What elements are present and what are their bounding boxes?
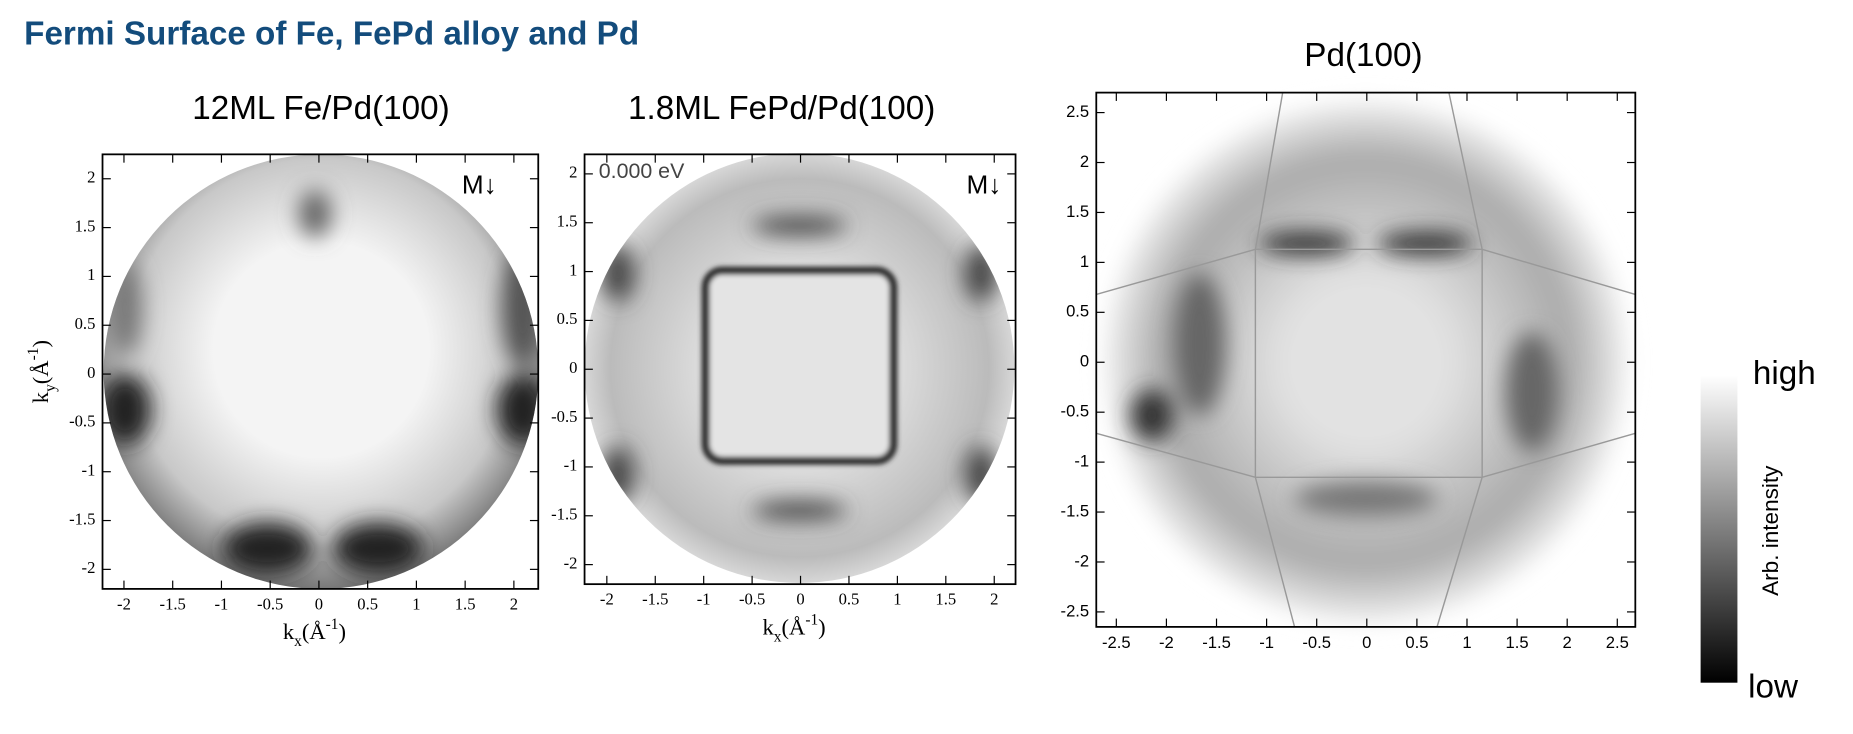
y-tick-label: 1 bbox=[569, 260, 577, 279]
y-tick-label: 1 bbox=[1080, 252, 1089, 271]
y-tick-label: -1 bbox=[82, 461, 96, 480]
y-tick-label: 2 bbox=[87, 168, 95, 187]
fermi-map-fe bbox=[103, 154, 539, 589]
y-tick-label: 0.5 bbox=[557, 309, 578, 328]
y-tick-label: -1.5 bbox=[551, 505, 577, 524]
x-axis-label-part: (Å bbox=[302, 619, 327, 644]
y-axis-label-part: k bbox=[28, 391, 53, 403]
x-axis-label-part: (Å bbox=[782, 614, 807, 639]
x-axis-label-part: x bbox=[294, 633, 302, 650]
x-tick-label: -0.5 bbox=[739, 590, 765, 609]
y-tick-label: -1 bbox=[1074, 452, 1089, 471]
x-tick-label: 1.5 bbox=[1506, 633, 1529, 652]
y-tick-label: -1 bbox=[564, 456, 578, 475]
y-tick-label: 0 bbox=[87, 363, 95, 382]
x-tick-label: -2 bbox=[117, 594, 131, 613]
x-axis-label-part: -1 bbox=[805, 611, 818, 628]
panel-title: Pd(100) bbox=[1304, 37, 1422, 74]
x-tick-label: 0 bbox=[315, 594, 323, 613]
x-tick-label: 1.5 bbox=[935, 590, 956, 609]
x-tick-label: 1 bbox=[893, 590, 901, 609]
plot-frame bbox=[1095, 91, 1637, 628]
x-tick-label: 2 bbox=[510, 594, 518, 613]
x-tick-label: 1.5 bbox=[455, 594, 476, 613]
x-tick-label: 0.5 bbox=[839, 590, 860, 609]
y-tick-label: -0.5 bbox=[551, 407, 577, 426]
x-tick-label: -1.5 bbox=[642, 590, 668, 609]
x-axis-label: kx(Å-1) bbox=[763, 611, 826, 645]
colorbar-high: high bbox=[1753, 355, 1816, 392]
x-tick-label: -0.5 bbox=[1302, 633, 1331, 652]
annotation: 0.000 eV bbox=[599, 159, 685, 183]
x-tick-label: -1 bbox=[697, 590, 711, 609]
x-tick-label: -2.5 bbox=[1102, 633, 1131, 652]
annotation: M↓ bbox=[966, 169, 1001, 199]
x-tick-label: -1 bbox=[215, 594, 229, 613]
y-tick-label: 2 bbox=[1080, 152, 1089, 171]
y-tick-label: -1.5 bbox=[1061, 501, 1090, 520]
x-tick-label: 2 bbox=[990, 590, 998, 609]
y-axis-label-part: (Å bbox=[28, 360, 53, 385]
y-tick-label: 0.5 bbox=[75, 314, 96, 333]
colorbar-low: low bbox=[1748, 668, 1799, 705]
y-axis-label-part: y bbox=[42, 384, 59, 392]
x-axis-label-part: k bbox=[763, 614, 775, 639]
x-tick-label: -1.5 bbox=[1202, 633, 1231, 652]
y-tick-label: 2 bbox=[569, 163, 577, 182]
x-tick-label: 0 bbox=[1362, 633, 1371, 652]
colorbar bbox=[1700, 375, 1738, 683]
x-tick-label: 0.5 bbox=[1405, 633, 1428, 652]
y-axis-label-part: -1 bbox=[25, 348, 42, 361]
x-axis-label-part: -1 bbox=[326, 616, 339, 633]
y-tick-label: 0.5 bbox=[1066, 302, 1089, 321]
x-tick-label: 2 bbox=[1563, 633, 1572, 652]
y-tick-label: -1.5 bbox=[69, 509, 95, 528]
annotation: M↓ bbox=[462, 169, 497, 199]
y-tick-label: 1 bbox=[87, 265, 95, 284]
y-tick-label: -2 bbox=[1074, 551, 1089, 570]
y-tick-label: 1.5 bbox=[557, 212, 578, 231]
y-tick-label: 1.5 bbox=[75, 216, 96, 235]
colorbar-label: Arb. intensity bbox=[1758, 465, 1783, 596]
x-axis-label-part: ) bbox=[818, 614, 826, 639]
fermi-map-pd bbox=[1096, 92, 1636, 628]
x-tick-label: 2.5 bbox=[1606, 633, 1629, 652]
y-tick-label: 2.5 bbox=[1066, 102, 1089, 121]
y-tick-label: -2.5 bbox=[1061, 601, 1090, 620]
plot-frame bbox=[101, 153, 540, 590]
x-tick-label: 1 bbox=[412, 594, 420, 613]
y-axis-label: ky(Å-1) bbox=[25, 340, 59, 403]
y-tick-label: 0 bbox=[569, 358, 577, 377]
x-axis-label: kx(Å-1) bbox=[283, 616, 346, 650]
x-axis-label-part: ) bbox=[339, 619, 347, 644]
panel-title: 12ML Fe/Pd(100) bbox=[192, 90, 449, 127]
x-tick-label: 0 bbox=[796, 590, 804, 609]
x-axis-label-part: x bbox=[774, 628, 782, 645]
x-tick-label: -1.5 bbox=[160, 594, 186, 613]
y-tick-label: -2 bbox=[82, 558, 96, 577]
x-tick-label: 1 bbox=[1462, 633, 1471, 652]
panel-title: 1.8ML FePd/Pd(100) bbox=[628, 90, 935, 127]
x-tick-label: -1 bbox=[1259, 633, 1274, 652]
x-axis-label-part: k bbox=[283, 619, 295, 644]
x-tick-label: -0.5 bbox=[257, 594, 283, 613]
y-tick-label: 0 bbox=[1080, 352, 1089, 371]
y-tick-label: -0.5 bbox=[69, 412, 95, 431]
y-tick-label: -2 bbox=[564, 553, 578, 572]
slide-title: Fermi Surface of Fe, FePd alloy and Pd bbox=[24, 15, 639, 52]
fermi-map-fepd bbox=[584, 153, 1015, 583]
y-axis-label-part: ) bbox=[28, 340, 53, 348]
x-tick-label: 0.5 bbox=[357, 594, 378, 613]
x-tick-label: -2 bbox=[1159, 633, 1174, 652]
y-tick-label: -0.5 bbox=[1061, 402, 1090, 421]
x-tick-label: -2 bbox=[600, 590, 614, 609]
y-tick-label: 1.5 bbox=[1066, 202, 1089, 221]
